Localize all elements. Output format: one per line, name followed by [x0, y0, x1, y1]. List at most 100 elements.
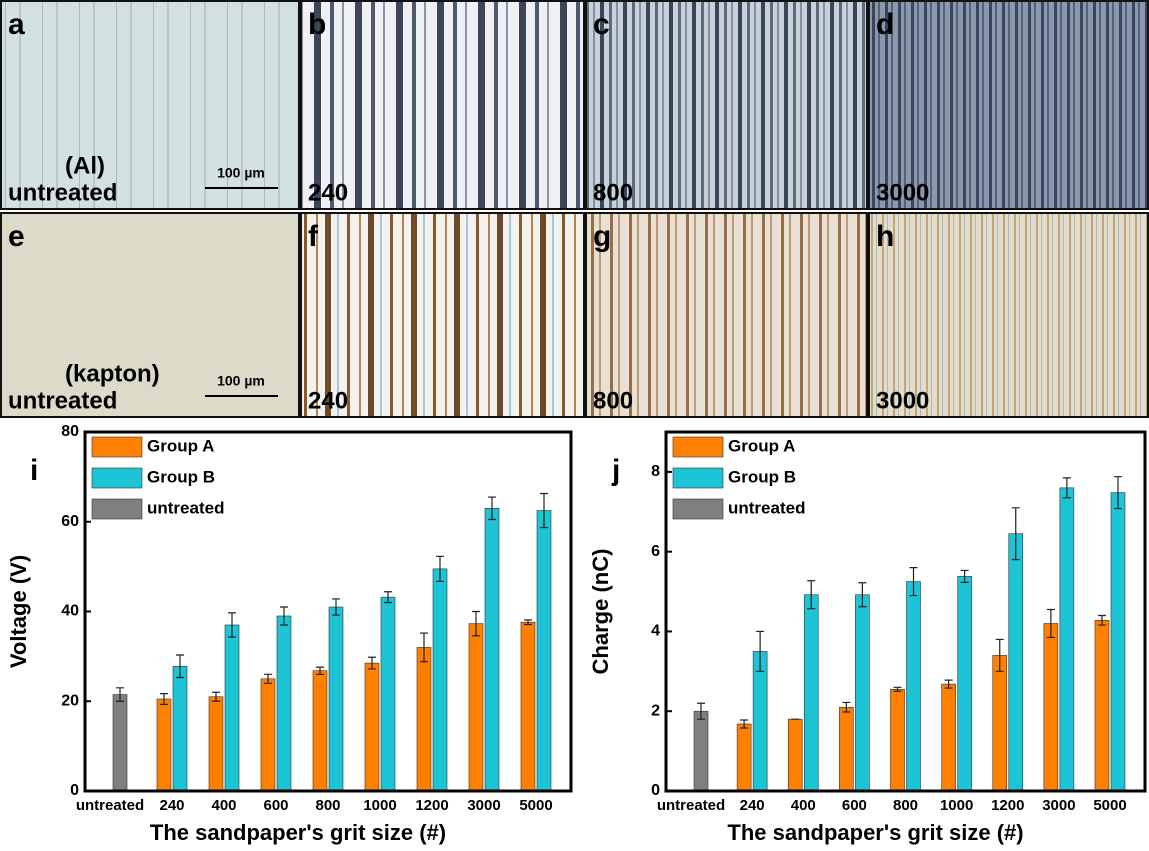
error-bar	[264, 673, 272, 684]
x-tick-label: 1000	[363, 797, 396, 814]
bar	[1043, 623, 1059, 792]
error-bar	[1098, 614, 1106, 626]
bar	[992, 655, 1008, 792]
panel-letter: j	[611, 454, 620, 487]
bar	[156, 698, 172, 792]
bar	[276, 615, 292, 792]
micrograph	[868, 212, 1149, 418]
error-bar	[540, 492, 548, 529]
plot-frame	[664, 430, 1147, 793]
plot-frame	[83, 430, 573, 793]
bar	[328, 606, 344, 792]
y-tick-label: 8	[651, 463, 660, 480]
panel-letter: d	[876, 8, 894, 41]
error-bar	[436, 555, 444, 583]
scale-label: 100 µm	[217, 373, 265, 389]
y-tick-label: 80	[61, 423, 79, 440]
x-tick-label: 800	[893, 797, 918, 814]
error-bar	[995, 638, 1004, 672]
panel-caption: 3000	[876, 179, 929, 206]
legend-label: untreated	[728, 498, 805, 517]
x-tick-label: 1200	[991, 797, 1024, 814]
x-tick-label: untreated	[76, 797, 144, 814]
bar	[416, 647, 432, 792]
x-tick-label: 240	[159, 797, 184, 814]
error-bar	[842, 701, 851, 713]
x-tick-label: 5000	[519, 797, 552, 814]
micrograph	[585, 212, 868, 418]
error-bar	[488, 496, 496, 521]
bar	[1059, 487, 1075, 792]
bar	[208, 696, 224, 792]
panel-letter: c	[593, 8, 610, 41]
bar	[260, 678, 276, 792]
bar	[957, 576, 972, 792]
legend-label: untreated	[147, 498, 224, 517]
legend-swatch	[91, 467, 143, 489]
legend-swatch	[91, 498, 143, 520]
error-bar	[960, 569, 969, 583]
panel-letter: g	[593, 220, 611, 253]
legend-swatch	[91, 436, 143, 458]
bar	[693, 710, 709, 792]
bar	[1110, 492, 1126, 792]
bar	[1094, 619, 1110, 792]
bar	[312, 670, 328, 792]
error-bar	[1046, 608, 1055, 639]
error-bar	[280, 606, 288, 626]
bar	[736, 723, 752, 792]
error-bar	[909, 567, 918, 597]
error-bar	[756, 630, 765, 672]
legend-label: Group B	[728, 467, 796, 486]
micrograph	[585, 0, 868, 210]
y-tick-label: 40	[61, 603, 79, 620]
x-tick-label: 5000	[1093, 797, 1126, 814]
x-tick-label: 1200	[415, 797, 448, 814]
bar	[468, 623, 484, 792]
bar	[172, 665, 188, 792]
bar	[224, 624, 240, 792]
bar	[941, 683, 956, 792]
panel-caption: (Al)	[65, 152, 105, 179]
y-tick-label: 60	[61, 513, 79, 530]
panel-letter: f	[308, 220, 319, 253]
legend-swatch	[672, 436, 724, 458]
bar	[855, 594, 870, 792]
legend-swatch	[672, 498, 724, 520]
error-bar	[472, 610, 480, 637]
micrograph	[0, 0, 300, 210]
error-bar	[1011, 507, 1020, 561]
bar	[752, 651, 768, 792]
error-bar	[420, 632, 428, 663]
bar	[484, 507, 500, 792]
scale-label: 100 µm	[217, 165, 265, 181]
x-tick-label: 3000	[467, 797, 500, 814]
error-bar	[116, 687, 124, 702]
panel-caption: untreated	[8, 179, 117, 206]
y-axis-label: Charge (nC)	[588, 549, 613, 675]
error-bar	[944, 679, 953, 689]
error-bar	[332, 598, 340, 616]
bar	[1008, 533, 1024, 792]
panel-caption: (kapton)	[65, 360, 160, 387]
error-bar	[384, 591, 392, 604]
micrograph	[868, 0, 1149, 210]
micrograph	[300, 0, 585, 210]
x-tick-label: 3000	[1042, 797, 1075, 814]
bar	[536, 510, 552, 792]
x-tick-label: 1000	[940, 797, 973, 814]
panel-caption: 800	[593, 179, 633, 206]
panel-letter: e	[8, 220, 25, 253]
legend-swatch	[672, 467, 724, 489]
error-bar	[368, 656, 376, 670]
bar	[112, 694, 128, 792]
y-axis-label: Voltage (V)	[6, 555, 31, 668]
legend-label: Group A	[147, 436, 214, 455]
error-bar	[740, 719, 749, 729]
micrograph	[300, 212, 585, 418]
bar	[520, 621, 536, 792]
error-bar	[176, 654, 184, 679]
x-tick-label: 400	[791, 797, 816, 814]
panel-caption: 3000	[876, 387, 929, 414]
bar	[364, 662, 380, 792]
